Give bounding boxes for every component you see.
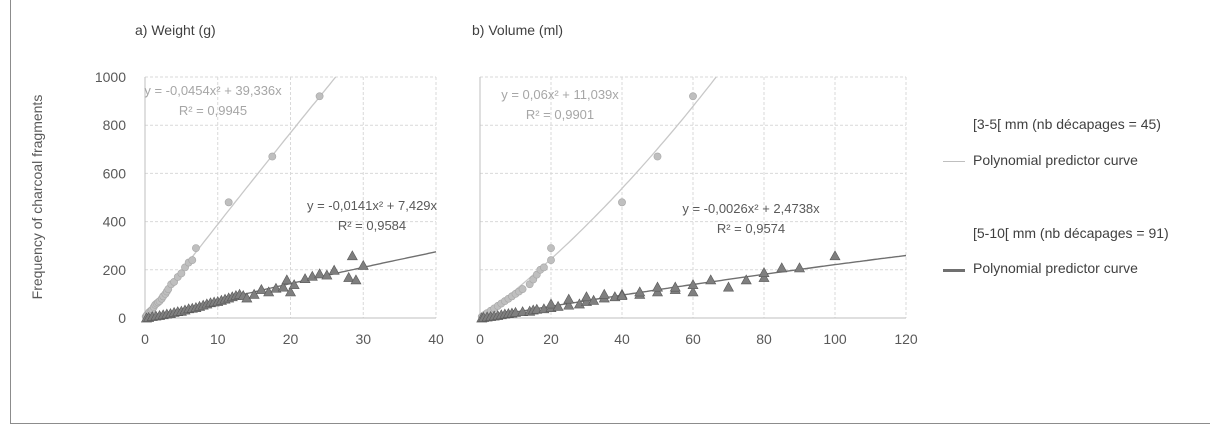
x-tick-label: 100 — [823, 331, 847, 347]
data-point-circle — [540, 263, 548, 272]
data-point-triangle — [669, 281, 681, 292]
fit-equation-series-2: y = -0,0026x² + 2,4738x — [682, 201, 820, 216]
fit-r2-series-1: R² = 0,9945 — [179, 103, 247, 118]
data-point-triangle — [563, 293, 575, 304]
legend-item-3-5mm: [3-5[ mm (nb décapages = 45) — [973, 116, 1161, 132]
data-point-triangle — [598, 288, 610, 299]
y-axis-label: Frequency of charcoal fragments — [29, 95, 45, 300]
x-tick-label: 10 — [210, 331, 226, 347]
data-point-triangle — [634, 286, 646, 297]
data-point-circle — [547, 256, 555, 265]
data-point-triangle — [270, 282, 282, 293]
data-point-triangle — [350, 274, 362, 285]
data-point-triangle — [248, 288, 260, 299]
data-point-triangle — [829, 250, 841, 261]
left-frame-border — [10, 0, 11, 424]
data-point-triangle — [651, 281, 664, 292]
data-point-triangle — [281, 274, 293, 285]
data-point-triangle — [314, 268, 326, 279]
data-point-triangle — [758, 271, 770, 282]
data-point-triangle — [321, 269, 333, 280]
legend-item-3-5mm-curve: Polynomial predictor curve — [973, 152, 1138, 168]
data-point-triangle — [343, 271, 355, 282]
data-point-triangle — [722, 281, 735, 292]
data-point-triangle — [255, 283, 267, 294]
data-point-circle — [315, 92, 324, 101]
x-tick-label: 40 — [428, 331, 444, 347]
x-tick-label: 120 — [894, 331, 918, 347]
y-tick-label: 1000 — [95, 69, 126, 85]
series-2-points — [476, 250, 841, 323]
chart-panel-2: b) Volume (ml) 0 20 40 60 80 100 120 y = 0,06x² … — [472, 22, 918, 347]
data-point-circle — [268, 152, 277, 161]
legend-line-5-10mm — [943, 269, 965, 272]
data-point-triangle — [563, 299, 575, 310]
x-tick-label: 0 — [476, 331, 484, 347]
legend-item-5-10mm: [5-10[ mm (nb décapages = 91) — [973, 225, 1169, 241]
data-point-circle — [177, 269, 186, 278]
data-point-triangle — [277, 281, 289, 292]
data-point-triangle — [509, 306, 522, 317]
fit-r2-series-2: R² = 0,9584 — [338, 218, 406, 233]
data-point-triangle — [758, 267, 770, 278]
y-tick-label: 600 — [103, 165, 127, 181]
chart-title: a) Weight (g) — [135, 22, 216, 38]
data-point-triangle — [517, 306, 529, 317]
x-tick-label: 40 — [614, 331, 630, 347]
data-point-triangle — [346, 250, 358, 261]
data-point-circle — [689, 92, 697, 101]
chart-panel-1: a) Weight (g)0 10 20 30 4002004006008001000y… — [95, 22, 444, 347]
x-tick-label: 80 — [756, 331, 772, 347]
fit-equation-series-1: y = -0,0454x² + 39,336x — [144, 83, 282, 98]
data-point-triangle — [776, 262, 788, 273]
series-1-points — [477, 92, 697, 321]
legend-line-3-5mm — [943, 161, 965, 162]
data-point-triangle — [531, 303, 543, 314]
x-tick-label: 0 — [141, 331, 149, 347]
data-point-circle — [618, 198, 626, 207]
data-point-triangle — [357, 259, 369, 270]
data-point-circle — [224, 198, 233, 207]
data-point-circle — [188, 256, 197, 265]
y-tick-label: 0 — [118, 310, 126, 326]
data-point-triangle — [288, 279, 300, 290]
data-point-circle — [192, 244, 200, 253]
data-point-triangle — [580, 291, 593, 302]
chart-title: b) Volume (ml) — [472, 22, 563, 38]
data-point-circle — [547, 244, 555, 253]
x-tick-label: 20 — [543, 331, 559, 347]
y-tick-label: 800 — [103, 117, 127, 133]
x-tick-label: 20 — [283, 331, 299, 347]
data-point-circle — [653, 152, 662, 161]
data-point-triangle — [545, 298, 557, 309]
y-tick-label: 400 — [103, 214, 127, 230]
data-point-triangle — [552, 300, 564, 311]
data-point-triangle — [284, 286, 297, 297]
data-point-triangle — [651, 286, 664, 297]
fit-curve-series-1 — [145, 77, 337, 318]
data-point-triangle — [740, 274, 752, 285]
y-tick-label: 200 — [103, 262, 127, 278]
fit-r2-series-2: R² = 0,9574 — [717, 221, 785, 236]
data-point-triangle — [687, 286, 699, 297]
fit-equation-series-2: y = -0,0141x² + 7,429x — [307, 198, 438, 213]
series-2-points — [140, 250, 369, 323]
legend-item-5-10mm-curve: Polynomial predictor curve — [973, 260, 1138, 276]
x-tick-label: 30 — [355, 331, 371, 347]
x-tick-label: 60 — [685, 331, 701, 347]
data-point-triangle — [687, 279, 699, 290]
data-point-circle — [518, 285, 527, 293]
data-point-triangle — [616, 289, 628, 300]
fit-equation-series-1: y = 0,06x² + 11,039x — [501, 87, 619, 102]
data-point-triangle — [705, 274, 717, 285]
data-point-triangle — [328, 264, 340, 275]
data-point-triangle — [588, 294, 600, 305]
data-point-triangle — [793, 262, 806, 273]
fit-r2-series-1: R² = 0,9901 — [526, 107, 594, 122]
